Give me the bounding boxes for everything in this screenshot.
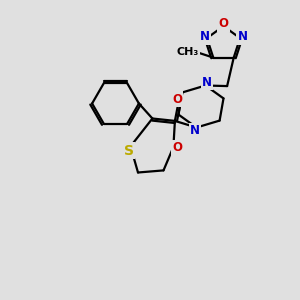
Text: N: N bbox=[202, 76, 212, 89]
Text: CH₃: CH₃ bbox=[176, 46, 198, 57]
Text: O: O bbox=[172, 141, 183, 154]
Text: N: N bbox=[200, 30, 210, 43]
Text: O: O bbox=[172, 93, 182, 106]
Text: O: O bbox=[218, 17, 229, 30]
Text: N: N bbox=[190, 124, 200, 137]
Text: S: S bbox=[124, 144, 134, 158]
Text: N: N bbox=[237, 30, 248, 43]
